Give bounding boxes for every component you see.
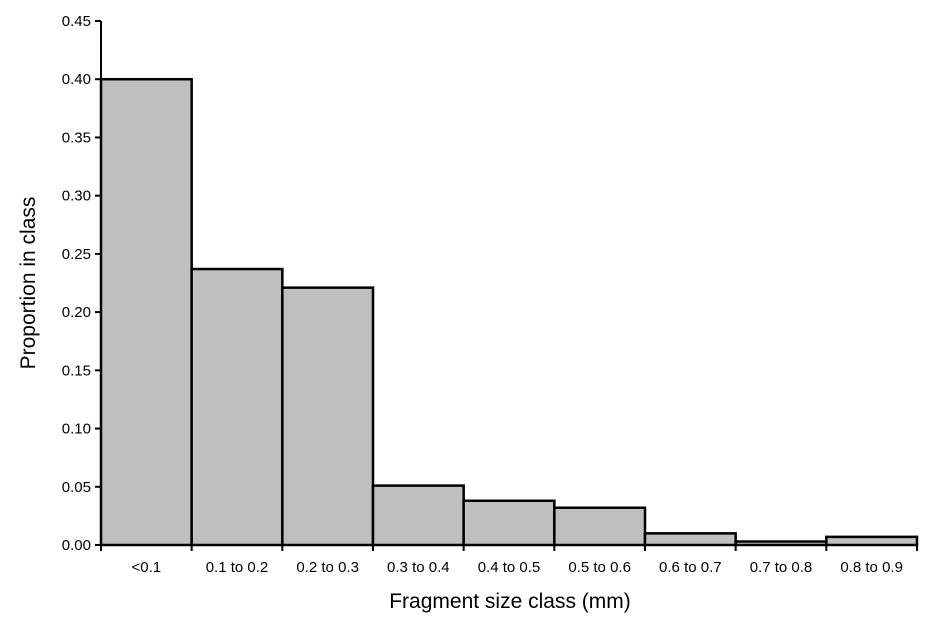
y-tick-label-9: 0.45 (62, 13, 91, 30)
y-tick-label-4: 0.20 (62, 304, 91, 321)
y-axis-title: Proportion in class (17, 197, 40, 370)
y-tick-label-8: 0.40 (62, 71, 91, 88)
x-tick-label-5: 0.5 to 0.6 (568, 559, 631, 576)
bar-8 (825, 535, 919, 547)
y-tick-label-6: 0.30 (62, 188, 91, 205)
x-axis-title: Fragment size class (mm) (389, 590, 631, 613)
x-tick-label-7: 0.7 to 0.8 (750, 559, 813, 576)
x-tick-label-2: 0.2 to 0.3 (296, 559, 359, 576)
y-tick-label-5: 0.25 (62, 246, 91, 263)
bar-4 (462, 499, 556, 547)
x-tick-label-6: 0.6 to 0.7 (659, 559, 722, 576)
x-tick-label-1: 0.1 to 0.2 (206, 559, 269, 576)
bar-2 (281, 286, 375, 547)
y-tick-label-7: 0.35 (62, 129, 91, 146)
x-tick-label-4: 0.4 to 0.5 (478, 559, 541, 576)
y-tick-label-1: 0.05 (62, 479, 91, 496)
x-tick-label-0: <0.1 (132, 559, 162, 576)
bar-6 (643, 532, 737, 547)
y-tick-label-2: 0.10 (62, 421, 91, 438)
y-tick-label-0: 0.00 (62, 537, 91, 554)
y-axis: 0.00 0.05 0.10 0.15 0.20 0.25 0.30 0.35 0.40 0.45 (62, 13, 102, 554)
bar-3 (371, 484, 465, 547)
x-tick-label-8: 0.8 to 0.9 (840, 559, 903, 576)
bar-5 (553, 506, 647, 547)
y-tick-label-3: 0.15 (62, 362, 91, 379)
bars-group (99, 77, 919, 547)
x-axis: <0.1 0.1 to 0.2 0.2 to 0.3 0.3 to 0.4 0.4 to… (100, 544, 918, 576)
bar-1 (190, 267, 284, 547)
bar-0 (99, 77, 193, 547)
x-tick-label-3: 0.3 to 0.4 (387, 559, 450, 576)
